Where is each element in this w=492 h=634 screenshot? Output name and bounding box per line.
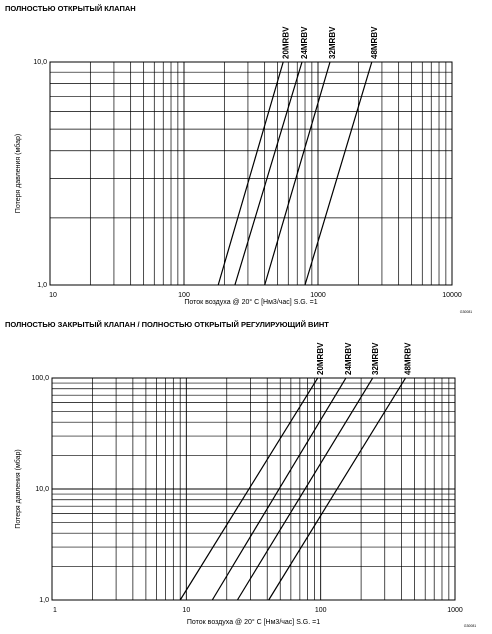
x-tick-label: 10: [49, 292, 57, 299]
series-line: [268, 377, 407, 601]
series-line: [234, 61, 303, 286]
series-label: 32MRBV: [371, 342, 380, 375]
plot-frame: [51, 377, 456, 601]
series-label: 32MRBV: [328, 26, 337, 59]
x-tick-label: 1000: [447, 607, 463, 614]
x-tick-label: 1: [53, 607, 57, 614]
x-tick-label: 100: [178, 292, 190, 299]
x-tick-label: 1000: [310, 292, 326, 299]
series-line: [179, 377, 319, 601]
y-tick-label: 10,0: [33, 59, 47, 66]
series-label: 24MRBV: [344, 342, 353, 375]
series-line: [211, 377, 347, 601]
figure-code: G30081: [460, 310, 473, 314]
x-axis-label: Поток воздуха @ 20° C [Нм3/час] S.G. =1: [187, 618, 320, 626]
x-tick-label: 10000: [442, 292, 462, 299]
y-axis-label: Потеря давления (мбар): [14, 134, 22, 213]
x-tick-label: 10: [182, 607, 190, 614]
chart-title: ПОЛНОСТЬЮ ОТКРЫТЫЙ КЛАПАН: [5, 4, 136, 13]
series-line: [217, 61, 284, 286]
y-tick-label: 100,0: [31, 375, 49, 382]
series-label: 24MRBV: [300, 26, 309, 59]
figure-code: G30081: [464, 624, 477, 628]
series-line: [236, 377, 374, 601]
x-tick-label: 100: [315, 607, 327, 614]
series-line: [304, 61, 373, 286]
y-tick-label: 1,0: [39, 597, 49, 604]
series-line: [264, 61, 331, 286]
plot-frame: [49, 61, 453, 286]
series-label: 48MRBV: [370, 26, 379, 59]
series-label: 20MRBV: [316, 342, 325, 375]
chart-title: ПОЛНОСТЬЮ ЗАКРЫТЫЙ КЛАПАН / ПОЛНОСТЬЮ ОТ…: [5, 320, 329, 329]
series-label: 48MRBV: [404, 342, 413, 375]
y-axis-label: Потеря давления (мбар): [14, 449, 22, 528]
y-tick-label: 1,0: [37, 282, 47, 289]
y-tick-label: 10,0: [35, 486, 49, 493]
series-label: 20MRBV: [281, 26, 290, 59]
x-axis-label: Поток воздуха @ 20° C [Нм3/час] S.G. =1: [184, 298, 317, 306]
